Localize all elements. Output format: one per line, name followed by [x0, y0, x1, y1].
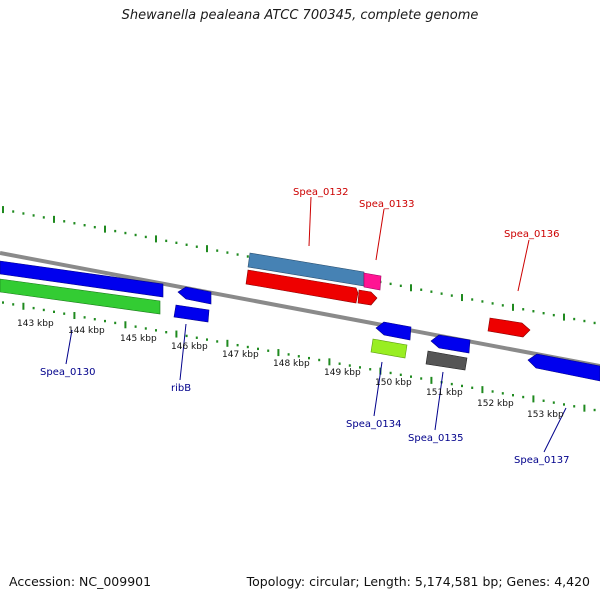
- feature-track: [0, 252, 600, 382]
- gene-arrow-spea-0137[interactable]: [527, 353, 600, 382]
- gene-label-spea-0136[interactable]: Spea_0136: [504, 229, 559, 240]
- scale-labels: 143 kbp 144 kbp 145 kbp 146 kbp 147 kbp …: [17, 319, 564, 420]
- genome-summary-label: Topology: circular; Length: 5,174,581 bp…: [246, 574, 590, 589]
- gene-arrow-spea-0136[interactable]: [487, 317, 531, 338]
- gene-arrow-ribb-upper[interactable]: [177, 286, 212, 305]
- genome-backbone: [0, 251, 600, 368]
- gene-label-spea-0134[interactable]: Spea_0134: [346, 419, 401, 430]
- scale-label: 143 kbp: [17, 319, 54, 329]
- gene-arrow-spea-0135[interactable]: [425, 350, 468, 371]
- scale-label: 146 kbp: [171, 342, 208, 352]
- accession-label: Accession: NC_009901: [9, 574, 152, 589]
- gene-label-spea-0135[interactable]: Spea_0135: [408, 433, 463, 444]
- gene-arrow-spea-0134-blue[interactable]: [375, 321, 412, 341]
- gene-arrow-ribb[interactable]: [173, 304, 210, 323]
- scale-label: 150 kbp: [375, 378, 412, 388]
- scale-label: 149 kbp: [324, 368, 361, 378]
- gene-label-spea-0133[interactable]: Spea_0133: [359, 199, 414, 210]
- gene-arrow-spea-0132-red[interactable]: [245, 269, 359, 304]
- gene-label-spea-0130[interactable]: Spea_0130: [40, 367, 95, 378]
- gene-arrow-spea-0134[interactable]: [370, 338, 408, 359]
- gene-arrow-spea-0135-blue[interactable]: [430, 334, 471, 354]
- scale-label: 152 kbp: [477, 399, 514, 409]
- map-title: Shewanella pealeana ATCC 700345, complet…: [121, 8, 479, 23]
- scale-label: 144 kbp: [68, 326, 105, 336]
- scale-label: 147 kbp: [222, 350, 259, 360]
- gene-arrow-spea-0133[interactable]: [363, 272, 382, 291]
- gene-arrow-spea-0130-blue[interactable]: [0, 260, 164, 298]
- inner-tick-track: [2, 301, 596, 412]
- label-leaders: [65, 196, 567, 453]
- gene-arrow-spea-0130-green[interactable]: [0, 278, 161, 315]
- gene-label-spea-0137[interactable]: Spea_0137: [514, 455, 569, 466]
- gene-arrow-spea-0133-red[interactable]: [357, 289, 378, 306]
- gene-label-spea-0132[interactable]: Spea_0132: [293, 187, 348, 198]
- gene-labels: Spea_0132 Spea_0133 Spea_0136 Spea_0130 …: [40, 187, 569, 466]
- scale-label: 151 kbp: [426, 388, 463, 398]
- gene-label-ribb[interactable]: ribB: [171, 383, 191, 394]
- scale-label: 145 kbp: [120, 334, 157, 344]
- scale-label: 148 kbp: [273, 359, 310, 369]
- scale-label: 153 kbp: [527, 410, 564, 420]
